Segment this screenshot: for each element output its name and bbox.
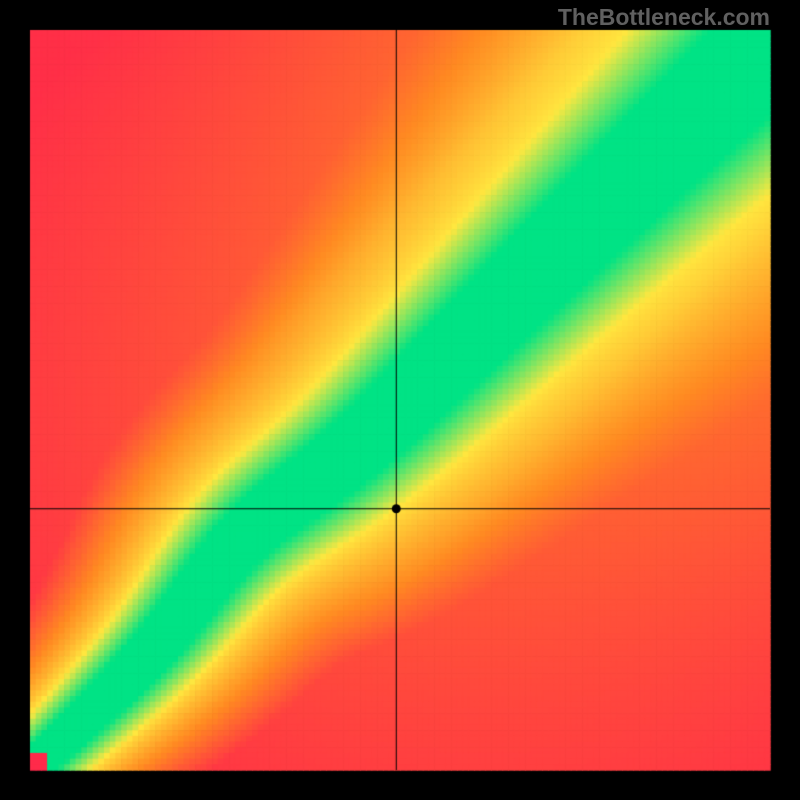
chart-container: TheBottleneck.com [0,0,800,800]
watermark-text: TheBottleneck.com [558,4,770,31]
bottleneck-heatmap [0,0,800,800]
